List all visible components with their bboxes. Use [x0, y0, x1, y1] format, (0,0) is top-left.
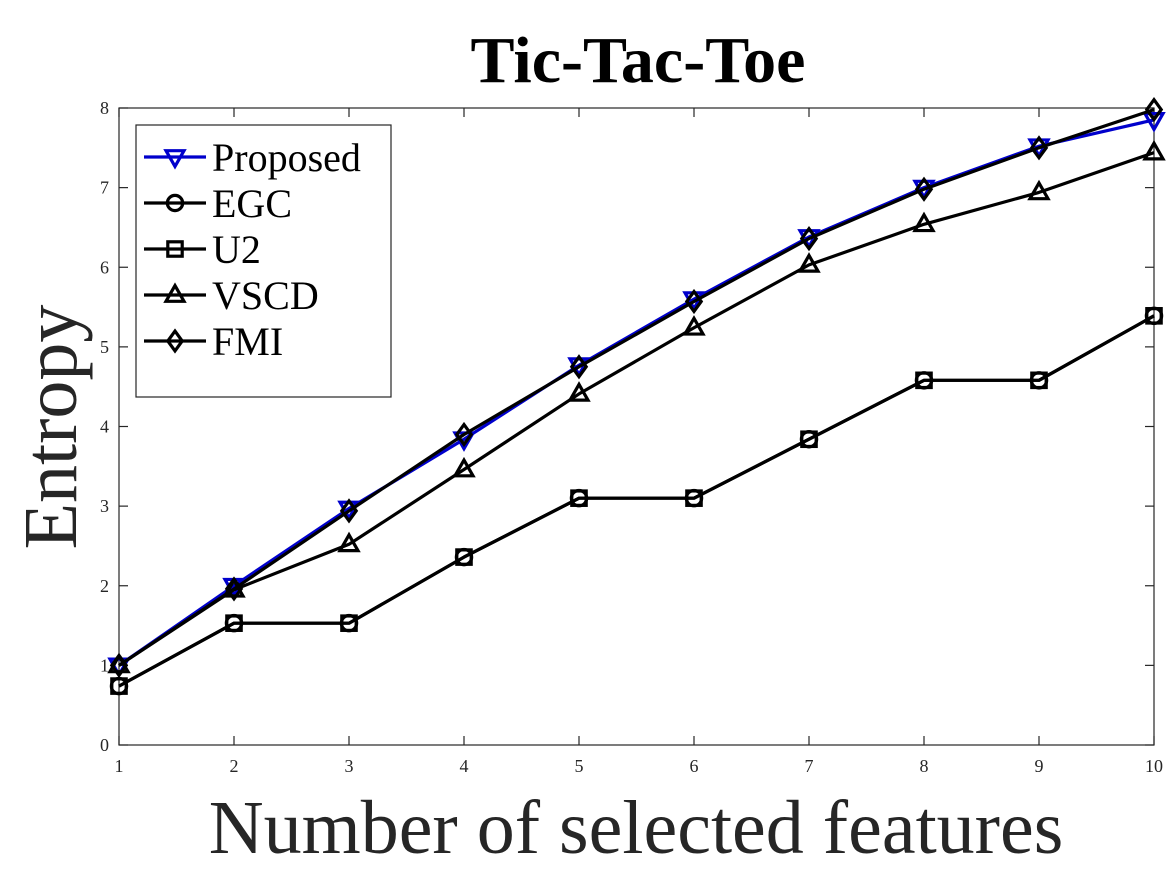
data-point: [684, 288, 704, 315]
data-point: [915, 371, 933, 390]
data-point: [224, 576, 244, 602]
legend-label: FMI: [212, 319, 283, 364]
x-tick-label: 10: [1145, 756, 1163, 776]
legend-entry: Proposed: [144, 135, 361, 180]
y-axis-label: Entropy: [9, 305, 93, 550]
data-point: [110, 677, 128, 695]
legend-marker: [163, 282, 187, 303]
data-point: [800, 430, 818, 449]
data-point: [452, 456, 476, 478]
legend-marker: [163, 149, 187, 170]
data-point: [109, 652, 129, 678]
legend-label: EGC: [212, 181, 292, 226]
x-tick-label: 9: [1035, 756, 1044, 776]
data-point: [799, 225, 819, 252]
data-point: [567, 381, 591, 402]
data-point: [454, 421, 474, 448]
x-tick-label: 7: [805, 756, 814, 776]
x-axis-label: Number of selected features: [209, 786, 1064, 870]
x-tick-label: 2: [230, 756, 239, 776]
series-vscd: [107, 139, 1166, 674]
series-line: [118, 151, 1155, 667]
series-layer: [107, 96, 1166, 696]
series-u2: [110, 307, 1163, 695]
data-point: [222, 577, 246, 598]
x-axis-ticks: 1 2 3 4 5 6 7 8 9 10: [115, 108, 1163, 776]
legend-label: VSCD: [212, 273, 319, 318]
x-tick-label: 3: [345, 756, 354, 776]
legend-marker: [166, 240, 184, 258]
legend-entry: EGC: [144, 181, 292, 226]
data-point: [455, 548, 473, 566]
legend-label: U2: [212, 227, 261, 272]
x-tick-label: 5: [575, 756, 584, 776]
x-tick-label: 8: [920, 756, 929, 776]
series-line: [118, 314, 1155, 688]
series-fmi: [109, 96, 1164, 678]
legend-entry: U2: [144, 227, 261, 272]
y-tick-label: 1: [100, 655, 109, 675]
data-point: [1030, 371, 1048, 390]
legend-box: [135, 124, 392, 398]
legend-entry: VSCD: [144, 273, 319, 318]
data-point: [914, 176, 934, 202]
data-point: [1027, 179, 1051, 201]
x-tick-label: 6: [690, 756, 699, 776]
legend-entry: FMI: [144, 319, 283, 364]
data-point: [225, 614, 243, 632]
legend-label: Proposed: [212, 135, 361, 180]
y-tick-label: 2: [100, 576, 109, 596]
legend-marker: [165, 328, 185, 354]
data-point: [569, 354, 589, 380]
y-tick-label: 7: [100, 178, 109, 198]
data-point: [1144, 96, 1164, 123]
chart-title: Tic-Tac-Toe: [471, 24, 806, 97]
data-point: [570, 489, 588, 507]
x-tick-label: 1: [115, 756, 124, 776]
data-point: [1142, 139, 1166, 161]
data-point: [337, 531, 361, 553]
legend-marker: [165, 193, 185, 213]
y-tick-label: 4: [100, 417, 109, 437]
y-tick-label: 8: [100, 98, 109, 118]
y-tick-label: 0: [100, 735, 109, 755]
data-point: [1142, 112, 1166, 133]
data-point: [340, 614, 358, 632]
data-point: [339, 498, 359, 524]
data-point: [1029, 135, 1049, 161]
y-axis-ticks: 0 1 2 3 4 5 6 7 8: [100, 98, 1154, 755]
y-tick-label: 5: [100, 337, 109, 357]
data-point: [797, 252, 821, 273]
data-point: [685, 489, 703, 507]
data-point: [912, 211, 936, 233]
series-line: [118, 108, 1155, 667]
y-tick-label: 3: [100, 496, 109, 516]
y-tick-label: 6: [100, 257, 109, 277]
data-point: [682, 315, 706, 336]
x-tick-label: 4: [460, 756, 469, 776]
data-point: [1145, 307, 1163, 325]
